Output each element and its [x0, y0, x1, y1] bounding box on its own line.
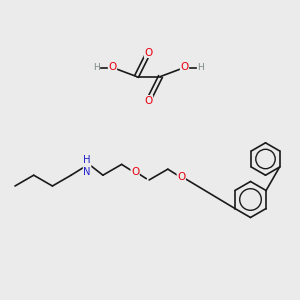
Text: H
N: H N [83, 155, 91, 177]
Text: H: H [197, 63, 204, 72]
Text: O: O [144, 95, 153, 106]
Text: O: O [180, 62, 189, 73]
Text: O: O [144, 47, 153, 58]
Text: O: O [177, 172, 185, 182]
Text: O: O [108, 62, 117, 73]
Text: H: H [93, 63, 100, 72]
Text: O: O [131, 167, 139, 177]
